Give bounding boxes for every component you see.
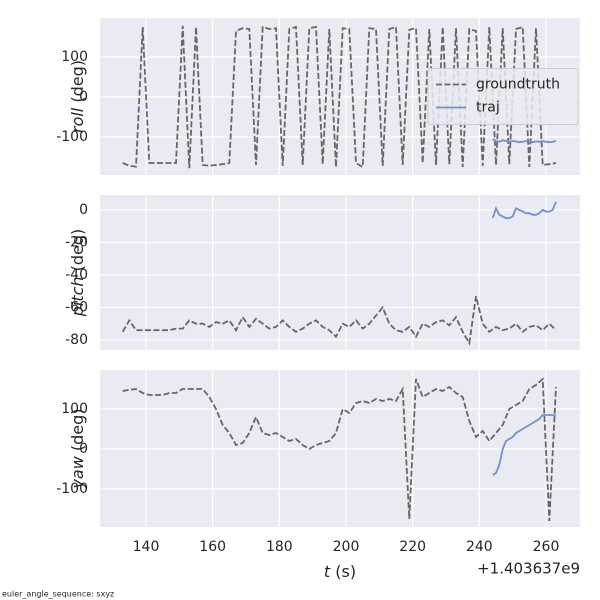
y-tick-label: -100 <box>56 481 88 497</box>
x-label-unit: (s) <box>335 562 356 581</box>
x-axis-label: t (s) <box>324 562 356 581</box>
y-axis-label: pitch (deg) <box>68 229 87 318</box>
y-label-var: yaw <box>68 455 87 489</box>
legend-box <box>427 68 579 125</box>
y-axis-label: yaw (deg) <box>68 408 87 489</box>
series-line <box>121 295 557 346</box>
y-tick-label: 0 <box>79 89 88 105</box>
y-axis-label: roll (deg) <box>68 60 87 133</box>
y-tick-label: -40 <box>65 267 88 283</box>
x-tick-label: 260 <box>533 539 560 555</box>
legend-label: groundtruth <box>476 77 560 93</box>
y-tick-label: -20 <box>65 234 88 250</box>
x-tick-label: 180 <box>266 539 293 555</box>
series-line <box>122 25 557 169</box>
y-label-unit: (deg) <box>68 229 87 272</box>
series-line <box>491 201 557 219</box>
x-tick-label: 220 <box>399 539 426 555</box>
x-tick-label: 200 <box>333 539 360 555</box>
series-line <box>492 414 557 476</box>
y-tick-label: 100 <box>61 401 88 417</box>
y-label-var: roll <box>68 107 87 133</box>
y-tick-label: 0 <box>79 441 88 457</box>
y-label-unit: (deg) <box>68 60 87 103</box>
y-label-var: pitch <box>68 276 87 317</box>
y-tick-label: -100 <box>56 129 88 145</box>
series-line <box>122 377 557 522</box>
y-tick-label: -60 <box>65 299 88 315</box>
footnote: euler_angle_sequence: sxyz <box>2 590 114 599</box>
x-label-var: t <box>324 562 331 581</box>
y-label-unit: (deg) <box>68 408 87 451</box>
legend-label: traj <box>476 100 500 116</box>
series-line <box>492 138 557 144</box>
x-tick-label: 160 <box>199 539 226 555</box>
plot-area <box>100 195 580 350</box>
y-tick-label: 0 <box>79 202 88 218</box>
x-tick-label: 240 <box>466 539 493 555</box>
x-offset: +1.403637e9 <box>477 560 580 578</box>
y-tick-label: 100 <box>61 49 88 65</box>
x-tick-label: 140 <box>133 539 160 555</box>
y-tick-label: -80 <box>65 332 88 348</box>
